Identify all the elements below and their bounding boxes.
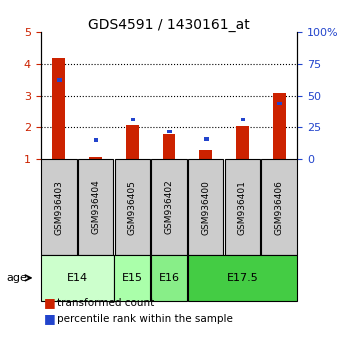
Bar bbox=[236, 126, 249, 159]
Bar bbox=[94, 138, 98, 142]
Text: GSM936404: GSM936404 bbox=[91, 180, 100, 234]
Text: GSM936403: GSM936403 bbox=[54, 179, 64, 235]
Text: transformed count: transformed count bbox=[57, 298, 155, 308]
Bar bbox=[57, 78, 62, 82]
Text: GSM936402: GSM936402 bbox=[165, 180, 173, 234]
Text: GSM936400: GSM936400 bbox=[201, 179, 210, 235]
Text: age: age bbox=[7, 273, 28, 283]
Text: E17.5: E17.5 bbox=[226, 273, 258, 283]
Text: GSM936401: GSM936401 bbox=[238, 179, 247, 235]
Text: E16: E16 bbox=[159, 273, 179, 283]
Text: GSM936406: GSM936406 bbox=[274, 179, 284, 235]
Text: E14: E14 bbox=[67, 273, 88, 283]
Bar bbox=[277, 102, 282, 105]
Bar bbox=[131, 118, 135, 121]
Text: E15: E15 bbox=[122, 273, 143, 283]
Bar bbox=[163, 135, 175, 159]
Bar bbox=[204, 137, 209, 141]
Text: ■: ■ bbox=[44, 312, 56, 325]
Bar bbox=[199, 150, 212, 159]
Bar bbox=[273, 93, 286, 159]
Text: percentile rank within the sample: percentile rank within the sample bbox=[57, 314, 233, 324]
Text: ■: ■ bbox=[44, 296, 56, 309]
Text: GDS4591 / 1430161_at: GDS4591 / 1430161_at bbox=[88, 18, 250, 32]
Text: GSM936405: GSM936405 bbox=[128, 179, 137, 235]
Bar bbox=[241, 118, 245, 121]
Bar bbox=[167, 130, 172, 133]
Bar bbox=[126, 125, 139, 159]
Bar bbox=[89, 157, 102, 159]
Bar bbox=[52, 58, 65, 159]
